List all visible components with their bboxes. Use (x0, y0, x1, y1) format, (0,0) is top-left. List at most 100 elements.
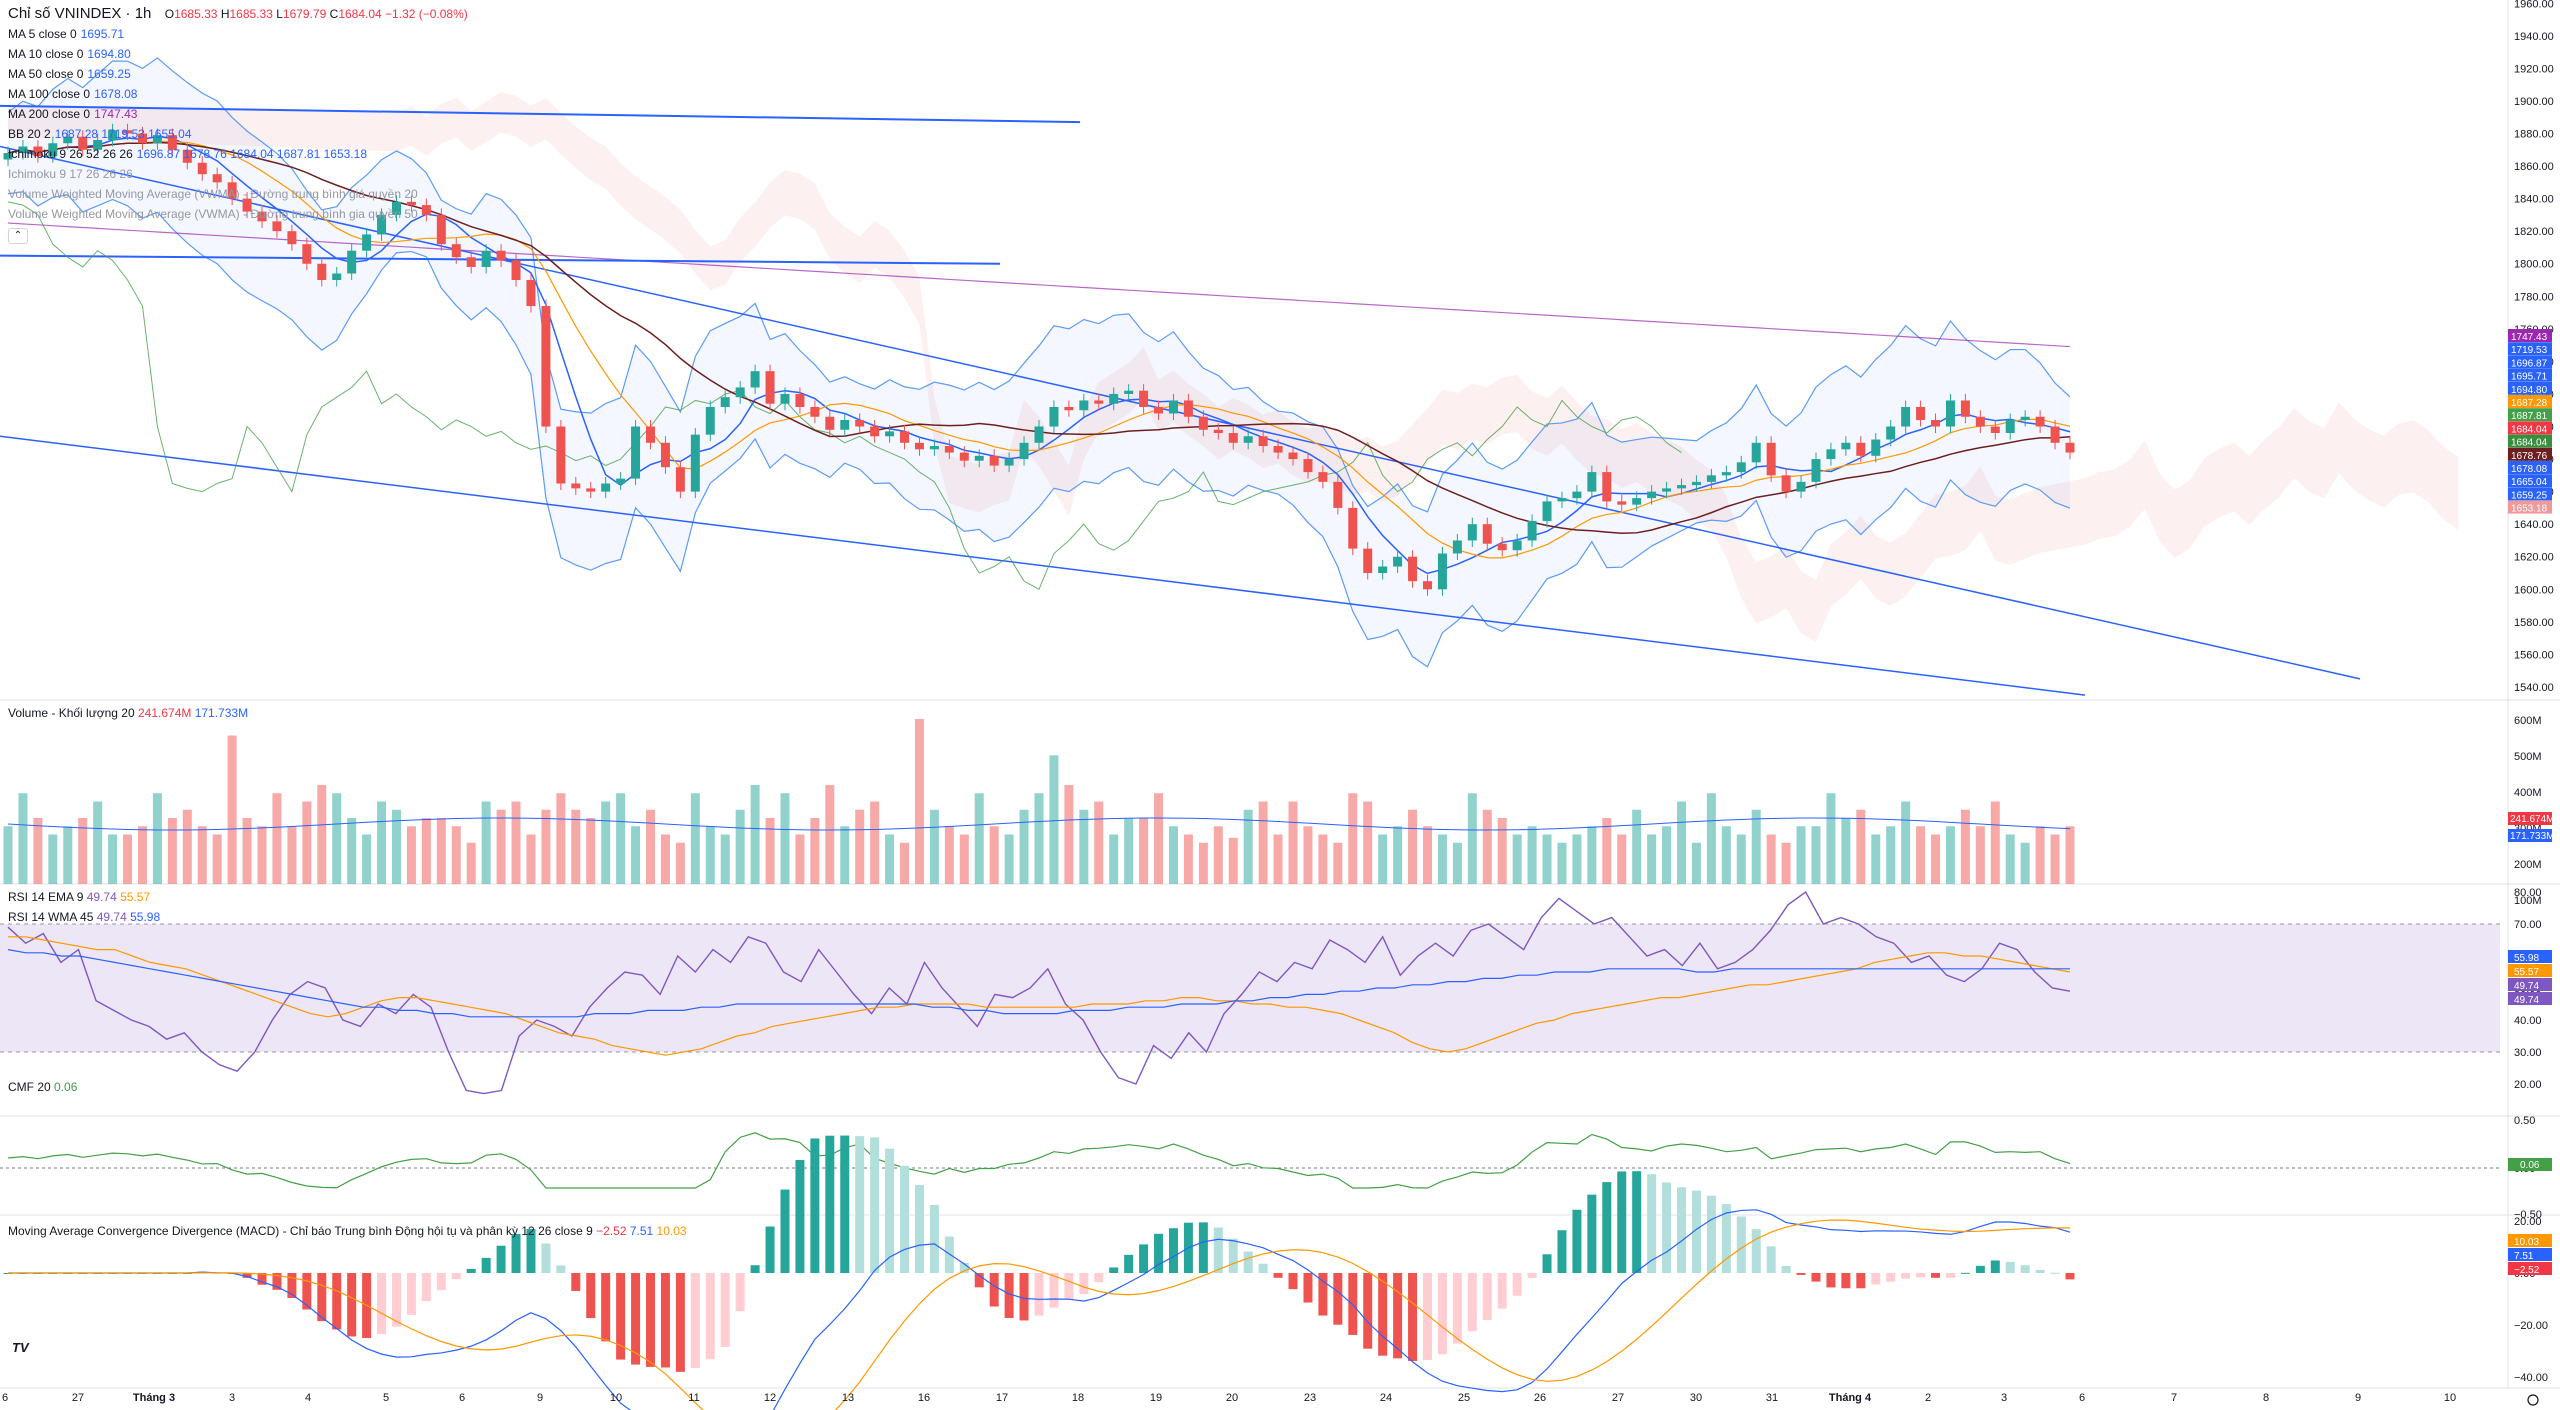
candle-body (63, 136, 73, 144)
open-value: 1685.33 (174, 7, 218, 21)
candle-body (1019, 442, 1029, 460)
candle-body (212, 174, 222, 183)
time-axis-label: 23 (1304, 1392, 1316, 1404)
macd-histogram-bar (332, 1273, 342, 1330)
indicator-legend-item[interactable]: MA 200 close 0 1747.43 (8, 104, 468, 124)
price-axis-tick: 1640.00 (2514, 519, 2554, 531)
candle-body (675, 467, 685, 492)
rsi-axis-tick: 30.00 (2514, 1047, 2542, 1059)
time-axis-label: Tháng 4 (1829, 1392, 1872, 1404)
macd-histogram-bar (1856, 1273, 1866, 1289)
volume-bar (586, 818, 596, 884)
indicator-legend-item[interactable]: Ichimoku 9 26 52 26 26 1696.87 1678.76 16… (8, 144, 468, 164)
macd-histogram-bar (1960, 1272, 1970, 1274)
rsi-wma-legend[interactable]: RSI 14 WMA 45 49.74 55.98 (8, 910, 161, 924)
indicator-legend-item[interactable]: MA 5 close 0 1695.71 (8, 24, 468, 44)
volume-bar (1931, 834, 1941, 884)
volume-bar (2020, 842, 2030, 884)
symbol-title[interactable]: Chỉ số VNINDEX · 1h (8, 5, 152, 22)
volume-bar (646, 809, 656, 884)
time-axis-label: 26 (1534, 1392, 1546, 1404)
macd-histogram-bar (989, 1273, 999, 1307)
candle-body (227, 182, 237, 199)
rsi-band (0, 924, 2500, 1052)
macd-histogram-bar (750, 1265, 760, 1273)
volume-bar (1721, 826, 1731, 884)
macd-histogram-bar (1781, 1265, 1791, 1273)
volume-bar (2065, 826, 2075, 884)
price-badge-text: 1694.80 (2511, 385, 2548, 396)
macd-histogram-bar (1198, 1222, 1208, 1273)
indicator-legend-item[interactable]: MA 50 close 0 1659.25 (8, 64, 468, 84)
indicator-label: MA 200 close 0 (8, 107, 91, 121)
time-axis-label: 27 (72, 1392, 84, 1404)
volume-bar (1916, 826, 1926, 884)
indicator-label: Volume Weighted Moving Average (VWMA) - … (8, 207, 418, 221)
volume-bar (197, 826, 207, 884)
candle-body (1527, 520, 1537, 541)
macd-histogram-bar (302, 1273, 312, 1310)
candle-body (511, 260, 521, 280)
candle-body (347, 250, 357, 274)
indicator-legend-item[interactable]: Volume Weighted Moving Average (VWMA) - … (8, 184, 468, 204)
cmf-legend[interactable]: CMF 20 0.06 (8, 1080, 78, 1094)
candle-body (496, 250, 506, 261)
indicator-legend-item[interactable]: BB 20 2 1687.28 1719.53 1655.04 (8, 124, 468, 144)
candle-body (1079, 400, 1089, 411)
volume-bar (870, 801, 880, 884)
volume-bar (63, 826, 73, 884)
volume-bar (571, 809, 581, 884)
indicator-legend-item[interactable]: MA 100 close 0 1678.08 (8, 84, 468, 104)
price-badge-text: 1747.43 (2511, 332, 2548, 343)
price-badge-text: 1678.76 (2511, 451, 2548, 462)
price-axis-tick: 1900.00 (2514, 96, 2554, 108)
price-badge (2508, 329, 2552, 342)
volume-bar (406, 826, 416, 884)
candle-body (646, 426, 656, 443)
volume-bar (1497, 818, 1507, 884)
settings-gear-icon[interactable] (2527, 1394, 2539, 1406)
candle-body (1975, 416, 1985, 427)
macd-histogram-bar (1945, 1273, 1955, 1278)
volume-bar (1587, 826, 1597, 884)
volume-bar (1617, 834, 1627, 884)
candle-body (1363, 548, 1373, 574)
close-value: 1684.04 (338, 7, 382, 21)
volume-bar (1841, 818, 1851, 884)
candle-body (914, 442, 924, 450)
rsi-ema-legend[interactable]: RSI 14 EMA 9 49.74 55.57 (8, 890, 151, 904)
candle-body (466, 257, 476, 267)
time-axis-label: 9 (537, 1392, 543, 1404)
tradingview-logo[interactable]: TV (12, 1340, 29, 1355)
volume-legend[interactable]: Volume - Khối lượng 20 241.674M 171.733M (8, 706, 249, 720)
volume-bar (1677, 801, 1687, 884)
collapse-legend-button[interactable]: ⌃ (8, 228, 28, 244)
volume-bar (944, 826, 954, 884)
candle-body (197, 162, 207, 175)
volume-bar (1886, 826, 1896, 884)
time-axis-label: 3 (229, 1392, 235, 1404)
candle-body (1647, 491, 1657, 499)
macd-histogram-bar (1049, 1273, 1059, 1308)
indicator-legend-item[interactable]: Volume Weighted Moving Average (VWMA) - … (8, 204, 468, 224)
macd-legend[interactable]: Moving Average Convergence Divergence (M… (8, 1224, 687, 1238)
volume-bar (1019, 809, 1029, 884)
price-axis-tick: 1940.00 (2514, 31, 2554, 43)
price-badge-text: 1665.04 (2511, 477, 2548, 488)
volume-axis-tick: 200M (2514, 859, 2542, 871)
time-axis-label: 17 (996, 1392, 1008, 1404)
volume-bar (810, 818, 820, 884)
volume-bar (1408, 809, 1418, 884)
candle-body (1990, 426, 2000, 434)
indicator-legend-item[interactable]: MA 10 close 0 1694.80 (8, 44, 468, 64)
macd-histogram-bar (377, 1273, 387, 1335)
candle-body (1781, 475, 1791, 492)
indicator-value: 1694.80 (87, 47, 131, 61)
candle-body (33, 146, 43, 157)
macd-badge (2508, 1248, 2552, 1261)
volume-bar (18, 793, 28, 884)
indicator-legend-item[interactable]: Ichimoku 9 17 26 26 26 (8, 164, 468, 184)
macd-histogram-bar (929, 1204, 939, 1273)
volume-bar (2005, 834, 2015, 884)
